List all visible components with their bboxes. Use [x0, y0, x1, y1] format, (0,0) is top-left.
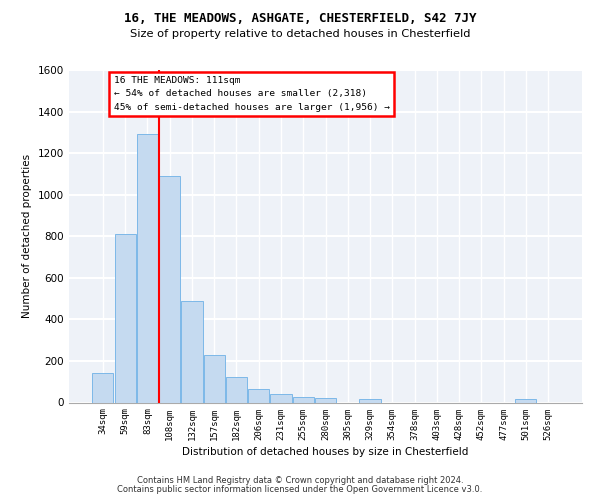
- X-axis label: Distribution of detached houses by size in Chesterfield: Distribution of detached houses by size …: [182, 446, 469, 456]
- Bar: [248, 389, 269, 402]
- Text: Contains HM Land Registry data © Crown copyright and database right 2024.: Contains HM Land Registry data © Crown c…: [137, 476, 463, 485]
- Bar: [92, 374, 113, 402]
- Bar: [115, 234, 136, 402]
- Bar: [203, 354, 225, 403]
- Bar: [226, 376, 247, 402]
- Bar: [271, 394, 292, 402]
- Bar: [159, 176, 180, 402]
- Text: Size of property relative to detached houses in Chesterfield: Size of property relative to detached ho…: [130, 29, 470, 39]
- Y-axis label: Number of detached properties: Number of detached properties: [22, 154, 32, 318]
- Bar: [359, 400, 380, 402]
- Text: Contains public sector information licensed under the Open Government Licence v3: Contains public sector information licen…: [118, 485, 482, 494]
- Bar: [181, 300, 203, 402]
- Text: 16 THE MEADOWS: 111sqm
← 54% of detached houses are smaller (2,318)
45% of semi-: 16 THE MEADOWS: 111sqm ← 54% of detached…: [113, 76, 389, 112]
- Text: 16, THE MEADOWS, ASHGATE, CHESTERFIELD, S42 7JY: 16, THE MEADOWS, ASHGATE, CHESTERFIELD, …: [124, 12, 476, 26]
- Bar: [515, 400, 536, 402]
- Bar: [137, 134, 158, 402]
- Bar: [293, 398, 314, 402]
- Bar: [315, 398, 336, 402]
